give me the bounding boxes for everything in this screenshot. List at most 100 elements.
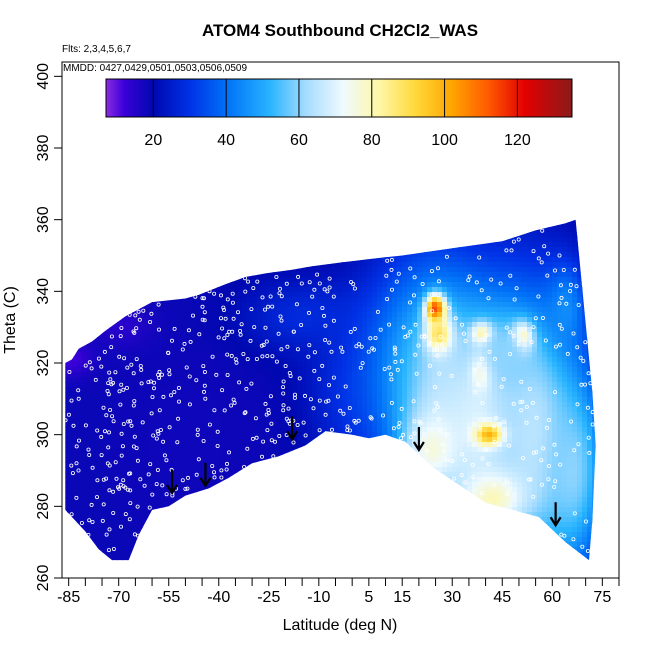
sample-point bbox=[126, 419, 131, 424]
sample-point bbox=[195, 427, 200, 432]
sample-point bbox=[239, 322, 244, 327]
flights-note: Flts: 2,3,4,5,6,7 bbox=[62, 44, 131, 55]
sample-point bbox=[356, 418, 361, 423]
sample-point bbox=[146, 472, 151, 477]
sample-point bbox=[276, 331, 281, 336]
sample-point bbox=[326, 398, 331, 403]
sample-point bbox=[547, 463, 552, 468]
sample-point bbox=[331, 294, 336, 299]
sample-point bbox=[265, 428, 270, 433]
sample-point bbox=[274, 359, 279, 364]
sample-point bbox=[235, 310, 240, 315]
sample-point bbox=[185, 486, 190, 491]
sample-point bbox=[190, 313, 195, 318]
sample-point bbox=[331, 375, 336, 380]
sample-point bbox=[162, 453, 167, 458]
y-tick-label: 300 bbox=[35, 421, 52, 448]
sample-point bbox=[176, 416, 181, 421]
sample-point bbox=[172, 389, 177, 394]
sample-point bbox=[540, 482, 545, 487]
sample-point bbox=[111, 380, 116, 385]
sample-point bbox=[102, 349, 107, 354]
sample-point bbox=[158, 427, 163, 432]
sample-point bbox=[311, 406, 316, 411]
sample-point bbox=[127, 471, 132, 476]
sample-point bbox=[161, 439, 166, 444]
sample-point bbox=[156, 431, 161, 436]
sample-point bbox=[291, 329, 296, 334]
sample-point bbox=[196, 457, 201, 462]
sample-point bbox=[345, 424, 350, 429]
sample-point bbox=[138, 363, 143, 368]
sample-point bbox=[347, 405, 352, 410]
sample-point bbox=[471, 475, 476, 480]
sample-point bbox=[427, 363, 432, 368]
sample-point bbox=[146, 380, 151, 385]
sample-point bbox=[552, 484, 557, 489]
sample-point bbox=[578, 355, 583, 360]
sample-point bbox=[221, 305, 226, 310]
sample-point bbox=[387, 365, 392, 370]
sample-point bbox=[252, 325, 257, 330]
sample-point bbox=[107, 430, 112, 435]
sample-point bbox=[460, 322, 465, 327]
sample-point bbox=[110, 414, 115, 419]
sample-point bbox=[353, 420, 358, 425]
sample-point bbox=[585, 549, 590, 554]
sample-point bbox=[225, 352, 230, 357]
sample-point bbox=[326, 383, 331, 388]
y-tick-label: 400 bbox=[35, 63, 52, 90]
sample-point bbox=[433, 385, 438, 390]
sample-point bbox=[169, 338, 174, 343]
sample-point bbox=[218, 316, 223, 321]
sample-point bbox=[168, 393, 173, 398]
sample-point bbox=[76, 468, 81, 473]
sample-point bbox=[480, 400, 485, 405]
sample-point bbox=[321, 313, 326, 318]
sample-point bbox=[268, 394, 273, 399]
sample-point bbox=[220, 388, 225, 393]
sample-point bbox=[414, 371, 419, 376]
sample-point bbox=[558, 283, 563, 288]
sample-point bbox=[132, 330, 137, 335]
y-axis-label: Theta (C) bbox=[2, 286, 19, 354]
sample-point bbox=[492, 439, 497, 444]
sample-point bbox=[101, 405, 106, 410]
sample-point bbox=[100, 518, 105, 523]
sample-point bbox=[378, 327, 383, 332]
sample-point bbox=[575, 402, 580, 407]
sample-point bbox=[489, 277, 494, 282]
sample-point bbox=[89, 366, 94, 371]
sample-point bbox=[408, 300, 413, 305]
sample-point bbox=[210, 354, 215, 359]
sample-point bbox=[111, 489, 116, 494]
sample-point bbox=[408, 329, 413, 334]
sample-point bbox=[99, 453, 104, 458]
sample-point bbox=[512, 297, 517, 302]
sample-point bbox=[202, 369, 207, 374]
sample-point bbox=[114, 476, 119, 481]
sample-point bbox=[534, 415, 539, 420]
sample-point bbox=[449, 373, 454, 378]
sample-point bbox=[66, 412, 71, 417]
sample-point bbox=[167, 368, 172, 373]
sample-point bbox=[107, 463, 112, 468]
sample-point bbox=[187, 374, 192, 379]
sample-point bbox=[250, 436, 255, 441]
sample-point bbox=[554, 344, 559, 349]
sample-point bbox=[327, 276, 332, 281]
sample-point bbox=[154, 482, 159, 487]
sample-point bbox=[180, 347, 185, 352]
sample-point bbox=[222, 408, 227, 413]
sample-point bbox=[507, 443, 512, 448]
sample-point bbox=[558, 462, 563, 467]
sample-point bbox=[263, 401, 268, 406]
sample-point bbox=[325, 289, 330, 294]
sample-point bbox=[446, 305, 451, 310]
sample-point bbox=[106, 381, 111, 386]
sample-point bbox=[221, 307, 226, 312]
sample-point bbox=[220, 326, 225, 331]
sample-point bbox=[251, 286, 256, 291]
sample-points bbox=[65, 228, 595, 554]
sample-point bbox=[438, 428, 443, 433]
